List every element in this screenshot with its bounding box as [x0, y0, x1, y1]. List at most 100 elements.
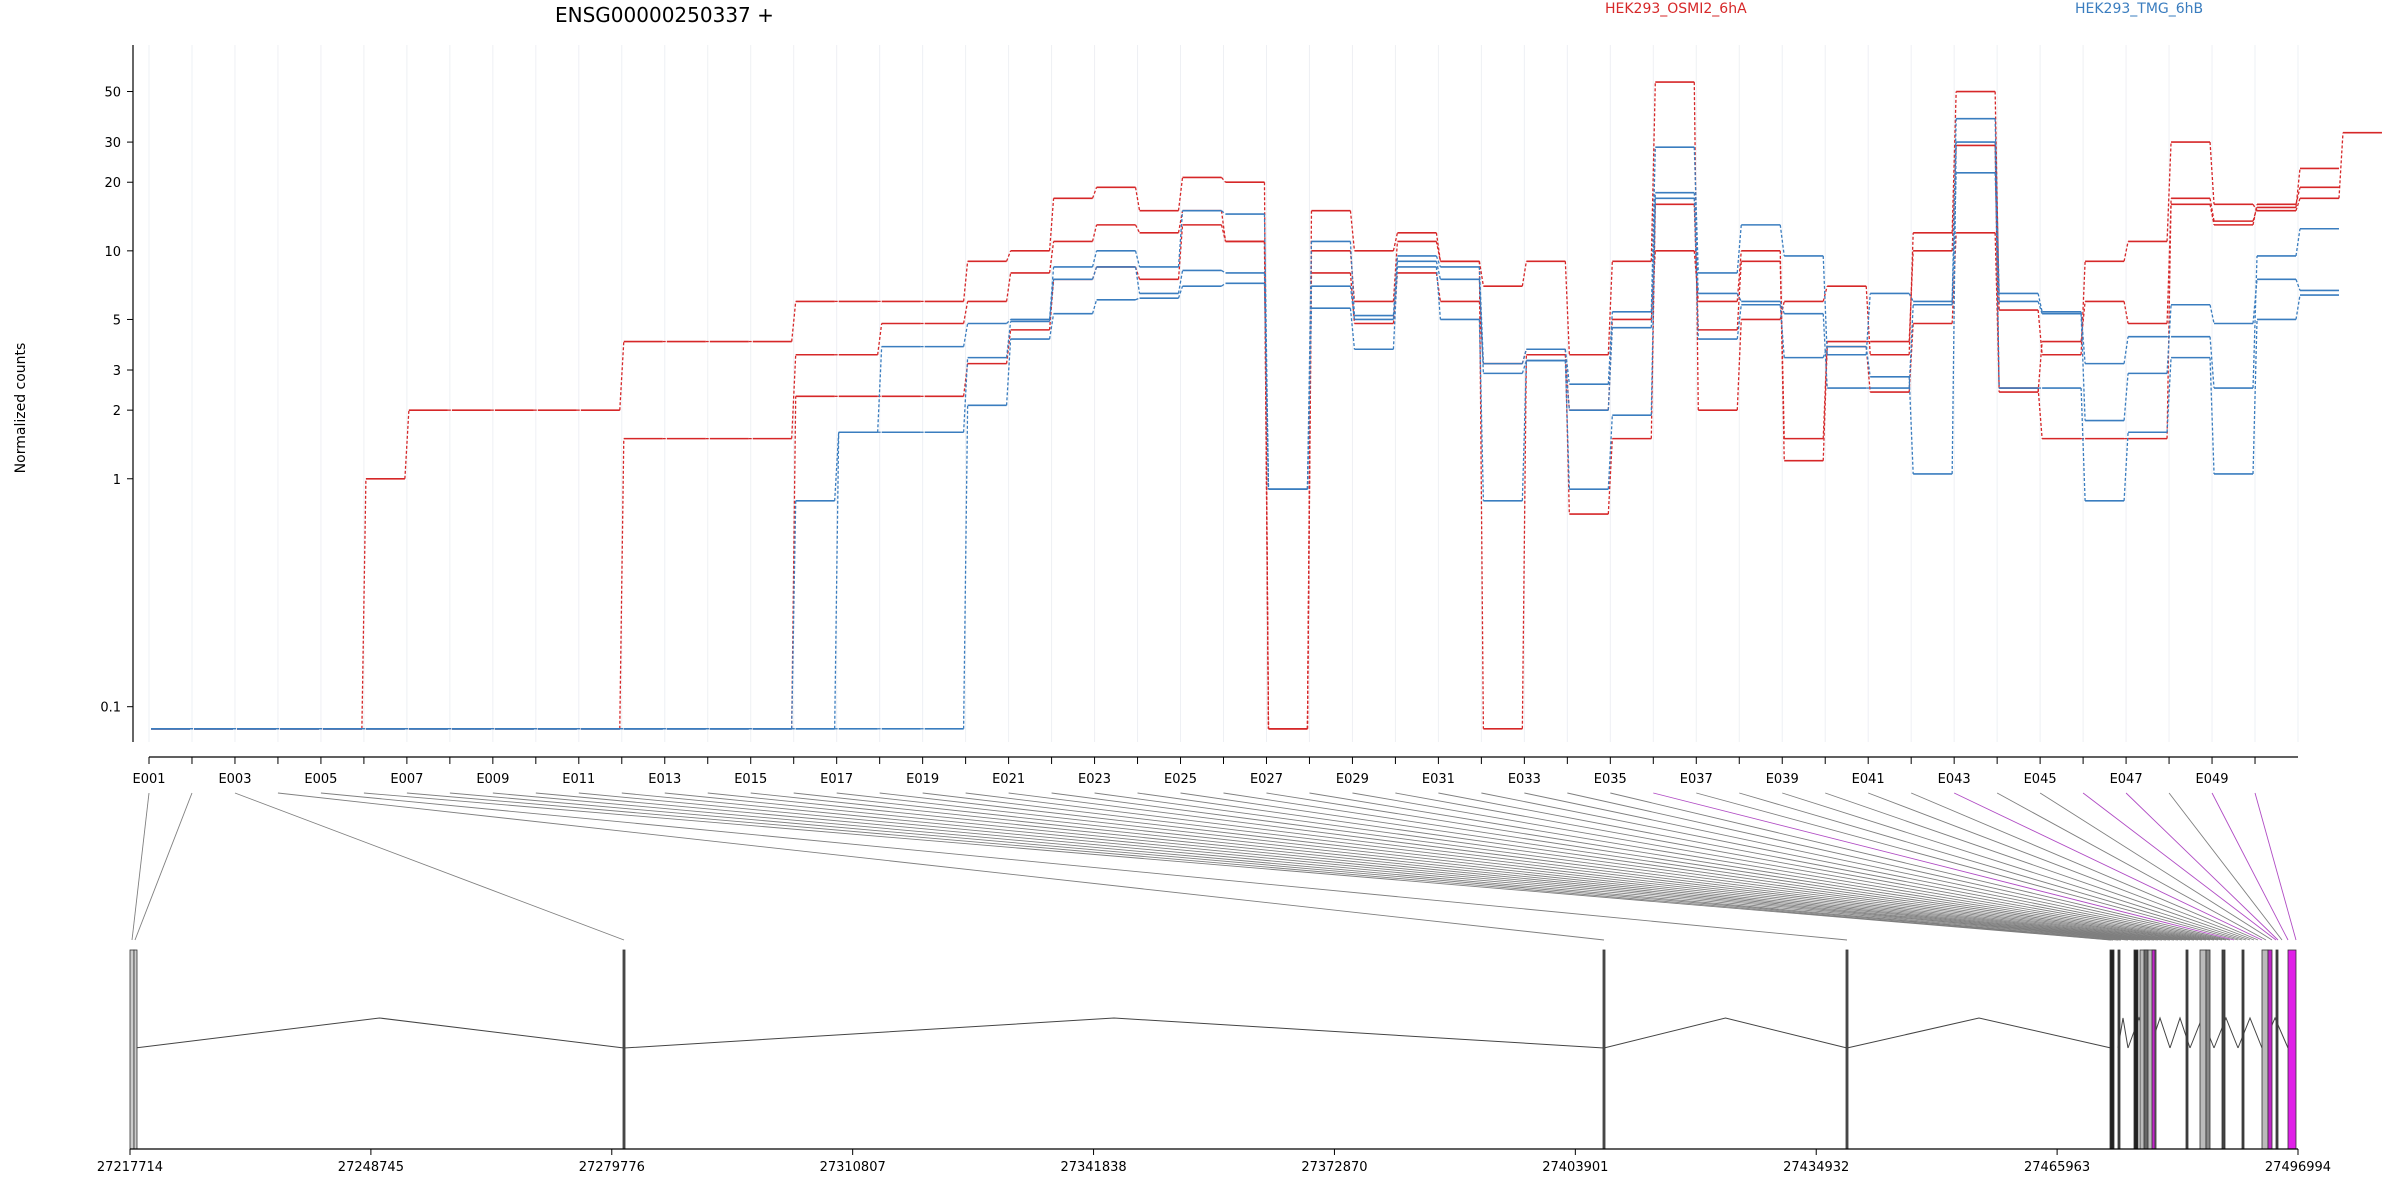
exon-connector: [406, 792, 2114, 941]
series-transition: [1564, 360, 1570, 411]
series-transition: [1951, 172, 1957, 305]
series-transition: [1220, 224, 1227, 242]
series-transition: [2252, 319, 2258, 474]
x-tick-label: E019: [906, 772, 939, 787]
series-transition: [1005, 339, 1012, 406]
exon-connector: [2254, 792, 2297, 941]
series-3: [151, 167, 2339, 730]
series-transition: [1435, 261, 1442, 280]
series-transition: [1478, 266, 1485, 364]
series-transition: [1134, 187, 1141, 211]
series-transition: [1263, 214, 1270, 490]
series-transition: [2123, 373, 2129, 421]
exon-connector: [234, 792, 625, 941]
x-tick-label: E017: [820, 772, 853, 787]
series-transition: [619, 438, 625, 729]
series-transition: [1349, 210, 1356, 251]
exon-connector: [793, 792, 2155, 941]
series-transition: [1349, 241, 1356, 316]
exon-connector: [1653, 792, 2235, 941]
series-5: [151, 171, 2339, 730]
x-tick-label: E039: [1766, 772, 1799, 787]
y-tick-label: 3: [113, 364, 121, 379]
series-transition: [1478, 279, 1485, 374]
exon-connector-lines: [131, 792, 2297, 941]
series-transition: [2209, 304, 2215, 324]
exon-block: [1845, 949, 1849, 1150]
series-transition: [2295, 279, 2301, 291]
y-tick-label: 2: [113, 404, 121, 419]
series-transition: [1306, 308, 1313, 490]
series-transition: [1650, 198, 1656, 416]
series-transition: [1951, 118, 1957, 302]
x-tick-label: E043: [1938, 772, 1971, 787]
series-transition: [2209, 142, 2215, 205]
intron-line: [1846, 1017, 2112, 1049]
series-transition: [2037, 388, 2043, 439]
series-transition: [1994, 145, 2000, 393]
series-transition: [1091, 299, 1098, 314]
series-4: [151, 117, 2339, 730]
series-transition: [962, 363, 969, 397]
genomic-tick-label: 27496994: [2265, 1160, 2331, 1175]
series-transition: [1392, 232, 1399, 251]
exon-connector: [1996, 792, 2267, 941]
exon-block: [133, 949, 138, 1150]
exon-connector: [535, 792, 2129, 941]
intron-line: [623, 1017, 1605, 1049]
series-transition: [2037, 293, 2043, 312]
exon-block: [2133, 949, 2139, 1150]
series-transition: [1564, 349, 1570, 385]
exon-block: [2199, 949, 2207, 1150]
series-transition: [2209, 336, 2215, 389]
series-transition: [1736, 319, 1742, 411]
series-transition: [791, 500, 797, 729]
x-tick-label: E003: [218, 772, 251, 787]
series-transition: [1177, 210, 1184, 267]
series-transition: [1779, 304, 1785, 358]
series-transition: [2123, 301, 2129, 324]
series-transition: [1521, 349, 1527, 364]
exon-block: [129, 949, 135, 1150]
genomic-tick-label: 27434932: [1783, 1160, 1849, 1175]
x-tick-label: E001: [132, 772, 165, 787]
exon-connector: [2168, 792, 2283, 941]
series-transition: [1607, 438, 1613, 515]
series-transition: [1779, 224, 1785, 256]
series-transition: [1177, 285, 1184, 299]
series-transition: [1048, 279, 1055, 322]
exon-block: [2287, 949, 2297, 1150]
y-tick-label: 30: [104, 136, 121, 151]
series-transition: [1221, 269, 1226, 274]
exon-connector: [2082, 792, 2277, 941]
exon-connector: [1825, 792, 2251, 941]
series-transition: [1263, 241, 1270, 729]
series-transition: [1478, 261, 1485, 729]
x-tick-label: E015: [734, 772, 767, 787]
series-transition: [1607, 327, 1613, 411]
series-transition: [2123, 432, 2129, 501]
series-transition: [2295, 168, 2301, 208]
exon-block: [2267, 949, 2273, 1150]
series-transition: [1779, 301, 1785, 314]
series-transition: [1435, 255, 1442, 268]
y-tick-label: 50: [104, 86, 121, 101]
series-transition: [1005, 321, 1012, 358]
series-transition: [1736, 224, 1742, 273]
exon-block: [2117, 949, 2121, 1150]
intron-line: [1603, 1017, 1848, 1049]
exon-connector: [2125, 792, 2279, 941]
series-transition: [1822, 255, 1828, 355]
genomic-tick-label: 27248745: [338, 1160, 404, 1175]
exon-block: [2275, 949, 2279, 1150]
series-transition: [2166, 304, 2172, 374]
series-transition: [1521, 261, 1528, 287]
series-transition: [1650, 147, 1656, 312]
exon-connector: [2039, 792, 2273, 941]
exon-connector: [1438, 792, 2215, 941]
exon-connector: [449, 792, 2119, 941]
series-transition: [1822, 341, 1828, 439]
x-tick-label: E011: [562, 772, 595, 787]
series-transition: [1177, 224, 1184, 280]
